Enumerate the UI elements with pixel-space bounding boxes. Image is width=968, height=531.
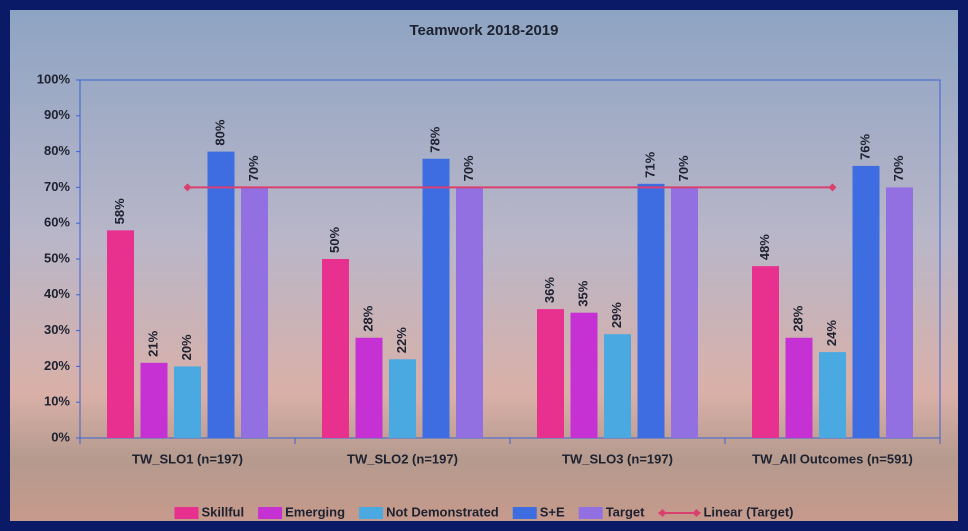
trend-marker (183, 183, 192, 192)
x-tick-label: TW_SLO2 (n=197) (347, 451, 458, 466)
y-tick-label: 90% (44, 107, 70, 122)
bar (604, 334, 631, 438)
data-label: 28% (790, 305, 805, 331)
bar (107, 230, 134, 438)
bar (140, 362, 168, 438)
y-tick-label: 30% (44, 322, 70, 337)
y-tick-label: 100% (37, 71, 71, 86)
bar (322, 259, 349, 438)
data-label: 70% (461, 155, 476, 181)
data-label: 70% (676, 155, 691, 181)
bar (886, 187, 913, 438)
background (10, 10, 958, 521)
bar (537, 309, 564, 438)
legend-swatch (258, 507, 283, 519)
data-label: 71% (642, 151, 657, 177)
bar (422, 158, 450, 438)
y-tick-label: 40% (44, 286, 70, 301)
data-label: 24% (824, 320, 839, 346)
bar (570, 312, 598, 438)
legend-swatch (658, 509, 667, 517)
bar (456, 187, 483, 438)
legend-label: Not Demonstrated (386, 504, 499, 519)
bar (389, 359, 416, 438)
legend-swatch (512, 507, 537, 519)
x-tick-label: TW_All Outcomes (n=591) (752, 451, 913, 466)
bar (819, 352, 846, 438)
legend-label: Target (606, 504, 645, 519)
bar (174, 366, 201, 438)
legend-swatch (692, 509, 701, 517)
bar (752, 266, 779, 438)
legend-label: S+E (540, 504, 565, 519)
data-label: 36% (542, 277, 557, 303)
legend-label: Emerging (285, 504, 345, 519)
x-tick-label: TW_SLO1 (n=197) (132, 451, 243, 466)
data-label: 20% (179, 334, 194, 360)
bar (852, 165, 880, 439)
y-tick-label: 60% (44, 215, 70, 230)
legend-swatch (578, 507, 603, 519)
data-label: 70% (246, 155, 261, 181)
legend-label: Skillful (201, 504, 244, 519)
x-tick-label: TW_SLO3 (n=197) (562, 451, 673, 466)
chart-title: Teamwork 2018-2019 (410, 22, 559, 39)
legend-swatch (359, 507, 384, 519)
bar (637, 183, 665, 438)
data-label: 29% (609, 302, 624, 328)
legend-swatch (174, 507, 199, 519)
y-tick-label: 50% (44, 250, 70, 265)
y-tick-label: 10% (44, 394, 70, 409)
data-label: 50% (327, 227, 342, 253)
data-label: 22% (394, 327, 409, 353)
bar (671, 187, 698, 438)
bar (241, 187, 268, 438)
data-label: 48% (757, 234, 772, 260)
data-label: 80% (212, 119, 227, 145)
bar (207, 151, 235, 438)
bar (355, 337, 383, 438)
bar (785, 337, 813, 438)
trend-marker (828, 183, 837, 192)
data-label: 58% (112, 198, 127, 224)
data-label: 35% (575, 280, 590, 306)
y-tick-label: 0% (51, 429, 70, 444)
legend-label: Linear (Target) (703, 504, 793, 519)
data-label: 76% (857, 133, 872, 159)
data-label: 21% (145, 330, 160, 356)
y-tick-label: 20% (44, 358, 70, 373)
data-label: 78% (427, 126, 442, 152)
y-tick-label: 80% (44, 143, 70, 158)
data-label: 70% (891, 155, 906, 181)
y-tick-label: 70% (44, 179, 70, 194)
data-label: 28% (360, 305, 375, 331)
